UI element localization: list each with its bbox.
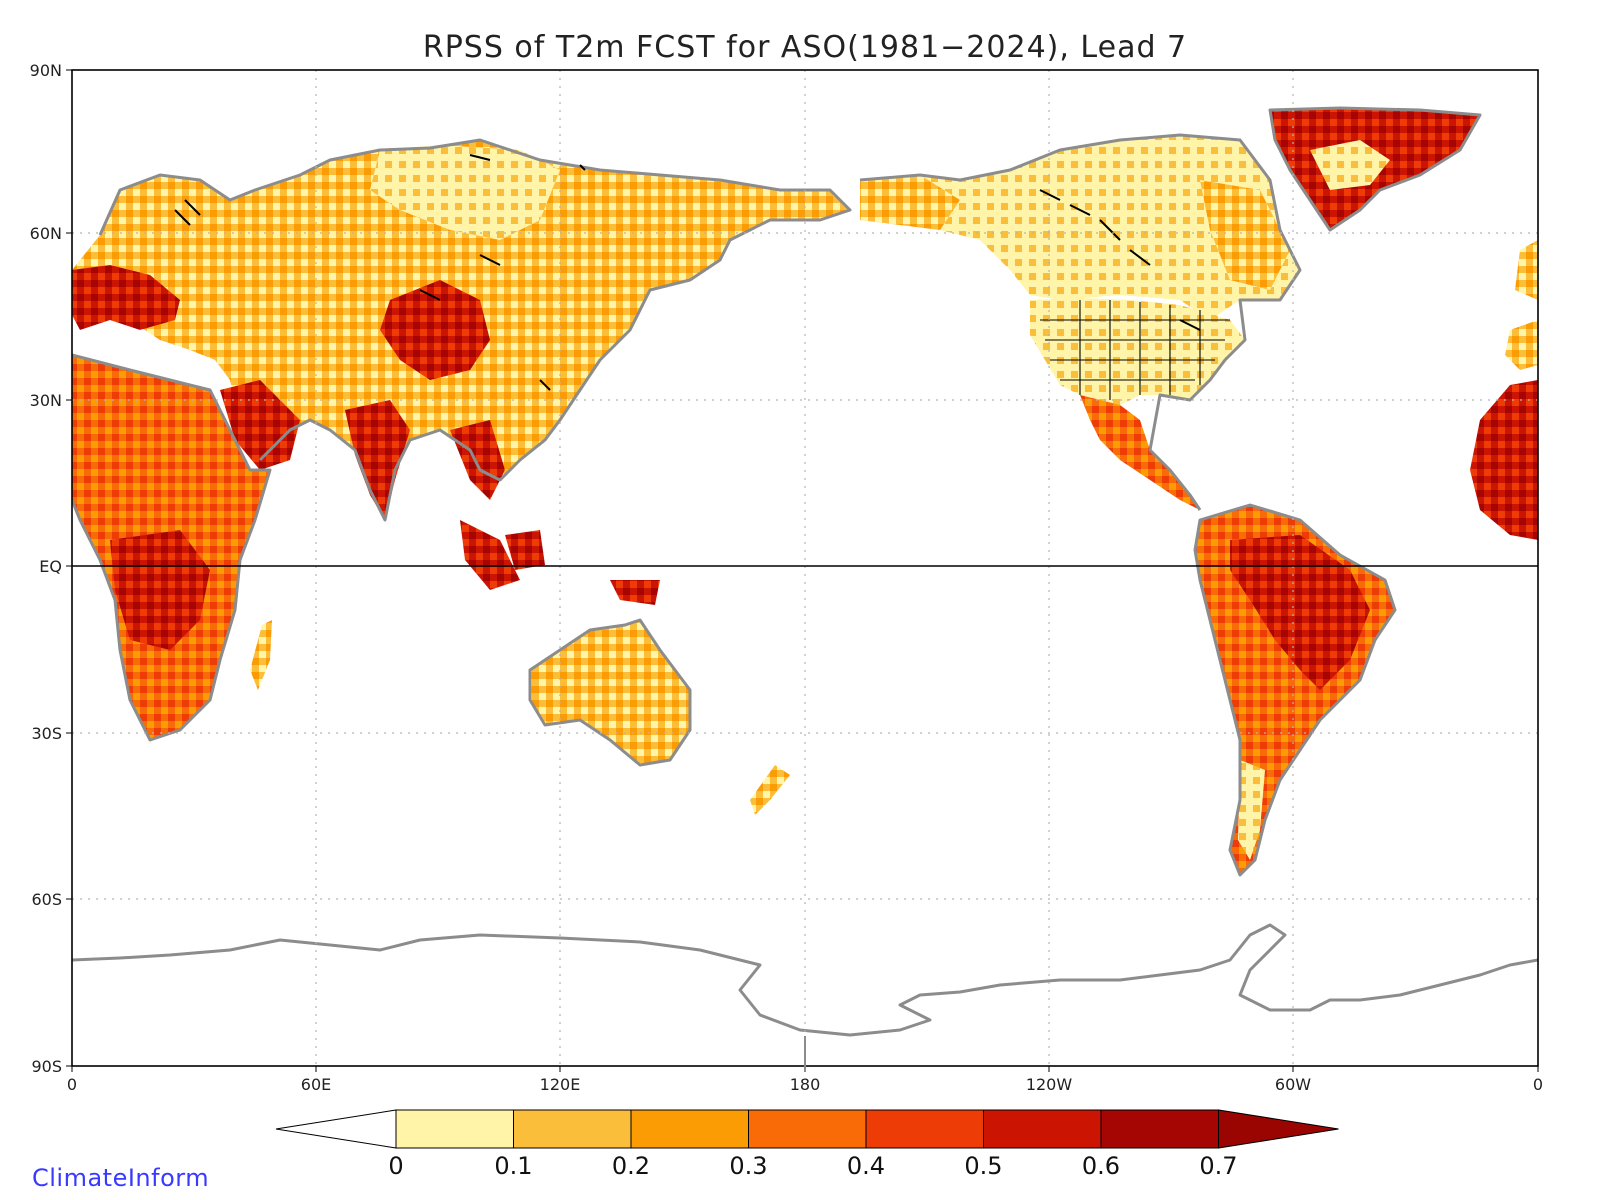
landmass-north-america-orange bbox=[860, 175, 1290, 290]
coastline-eurasia bbox=[98, 138, 852, 522]
colorbar-segment bbox=[513, 1109, 632, 1149]
coastline-north-america bbox=[859, 133, 1302, 511]
coastline-australia bbox=[528, 618, 692, 767]
landmass-arabia bbox=[220, 380, 300, 470]
brand-label: ClimateInform bbox=[32, 1164, 210, 1192]
landmass-iberia-right bbox=[1505, 240, 1538, 370]
colorbar-tick-label: 0.5 bbox=[964, 1152, 1002, 1180]
colorbar: 0 0.1 0.2 0.3 0.4 0.5 0.6 0.7 bbox=[275, 1109, 1339, 1180]
lon-label: 120E bbox=[540, 1075, 581, 1094]
colorbar-tick-label: 0.4 bbox=[847, 1152, 885, 1180]
landmass-madagascar bbox=[250, 620, 272, 690]
lon-label: 0 bbox=[67, 1075, 77, 1094]
lat-label: 90N bbox=[30, 61, 62, 80]
colorbar-segment bbox=[1100, 1109, 1219, 1149]
colorbar-tick-label: 0.2 bbox=[612, 1152, 650, 1180]
landmass-patagonia bbox=[1238, 760, 1265, 860]
map-title: RPSS of T2m FCST for ASO(1981−2024), Lea… bbox=[423, 30, 1187, 65]
colorbar-tick-label: 0.7 bbox=[1199, 1152, 1237, 1180]
lat-label: 30N bbox=[30, 391, 62, 410]
coastline-south-america bbox=[1193, 503, 1397, 877]
antarctica-coast bbox=[72, 923, 1538, 1037]
lat-axis: 90N 60N 30N EQ 30S 60S 90S bbox=[30, 61, 72, 1076]
lat-label: 60N bbox=[30, 224, 62, 243]
landmass-europe bbox=[72, 265, 180, 330]
landmass-indonesia bbox=[460, 520, 660, 605]
landmass-mexico bbox=[1080, 395, 1200, 510]
colorbar-segment bbox=[983, 1109, 1102, 1149]
colorbar-segment bbox=[630, 1109, 749, 1149]
colorbar-tick-label: 0.1 bbox=[494, 1152, 532, 1180]
landmass-australia bbox=[530, 620, 690, 765]
landmass-se-asia bbox=[450, 420, 505, 500]
landmass-india bbox=[345, 400, 410, 520]
landmass-north-america-north bbox=[860, 135, 1300, 320]
landmass-siberia bbox=[370, 145, 560, 240]
lon-label: 120W bbox=[1026, 1075, 1073, 1094]
coastline-africa bbox=[72, 353, 272, 742]
lon-axis: 0 60E 120E 180 120W 60W 0 bbox=[67, 1036, 1543, 1094]
landmass-new-zealand bbox=[750, 765, 790, 815]
landmass-west-africa-right bbox=[1470, 380, 1538, 540]
lat-label: EQ bbox=[39, 557, 62, 576]
lat-label: 60S bbox=[31, 890, 62, 909]
lakes bbox=[174, 154, 1201, 391]
lon-label: 60E bbox=[301, 1075, 331, 1094]
landmass-china-red bbox=[380, 280, 490, 380]
us-state-borders bbox=[1040, 300, 1230, 400]
colorbar-under-arrow bbox=[275, 1109, 397, 1149]
lat-label: 30S bbox=[31, 724, 62, 743]
landmass-africa-red bbox=[110, 530, 210, 650]
graticule bbox=[72, 70, 1538, 1066]
colorbar-tick-label: 0.6 bbox=[1082, 1152, 1120, 1180]
lon-label: 0 bbox=[1533, 1075, 1543, 1094]
colorbar-over-arrow bbox=[1218, 1109, 1339, 1149]
colorbar-segment bbox=[865, 1109, 984, 1149]
colorbar-tick-label: 0.3 bbox=[729, 1152, 767, 1180]
landmass-south-america-red bbox=[1230, 535, 1370, 690]
landmass-greenland-inner bbox=[1310, 140, 1390, 190]
lon-label: 60W bbox=[1275, 1075, 1311, 1094]
lon-label: 180 bbox=[790, 1075, 821, 1094]
coastline-greenland bbox=[1268, 106, 1482, 232]
colorbar-tick-label: 0 bbox=[388, 1152, 403, 1180]
colorbar-segment bbox=[748, 1109, 867, 1149]
lat-label: 90S bbox=[31, 1057, 62, 1076]
colorbar-segment bbox=[395, 1109, 514, 1149]
